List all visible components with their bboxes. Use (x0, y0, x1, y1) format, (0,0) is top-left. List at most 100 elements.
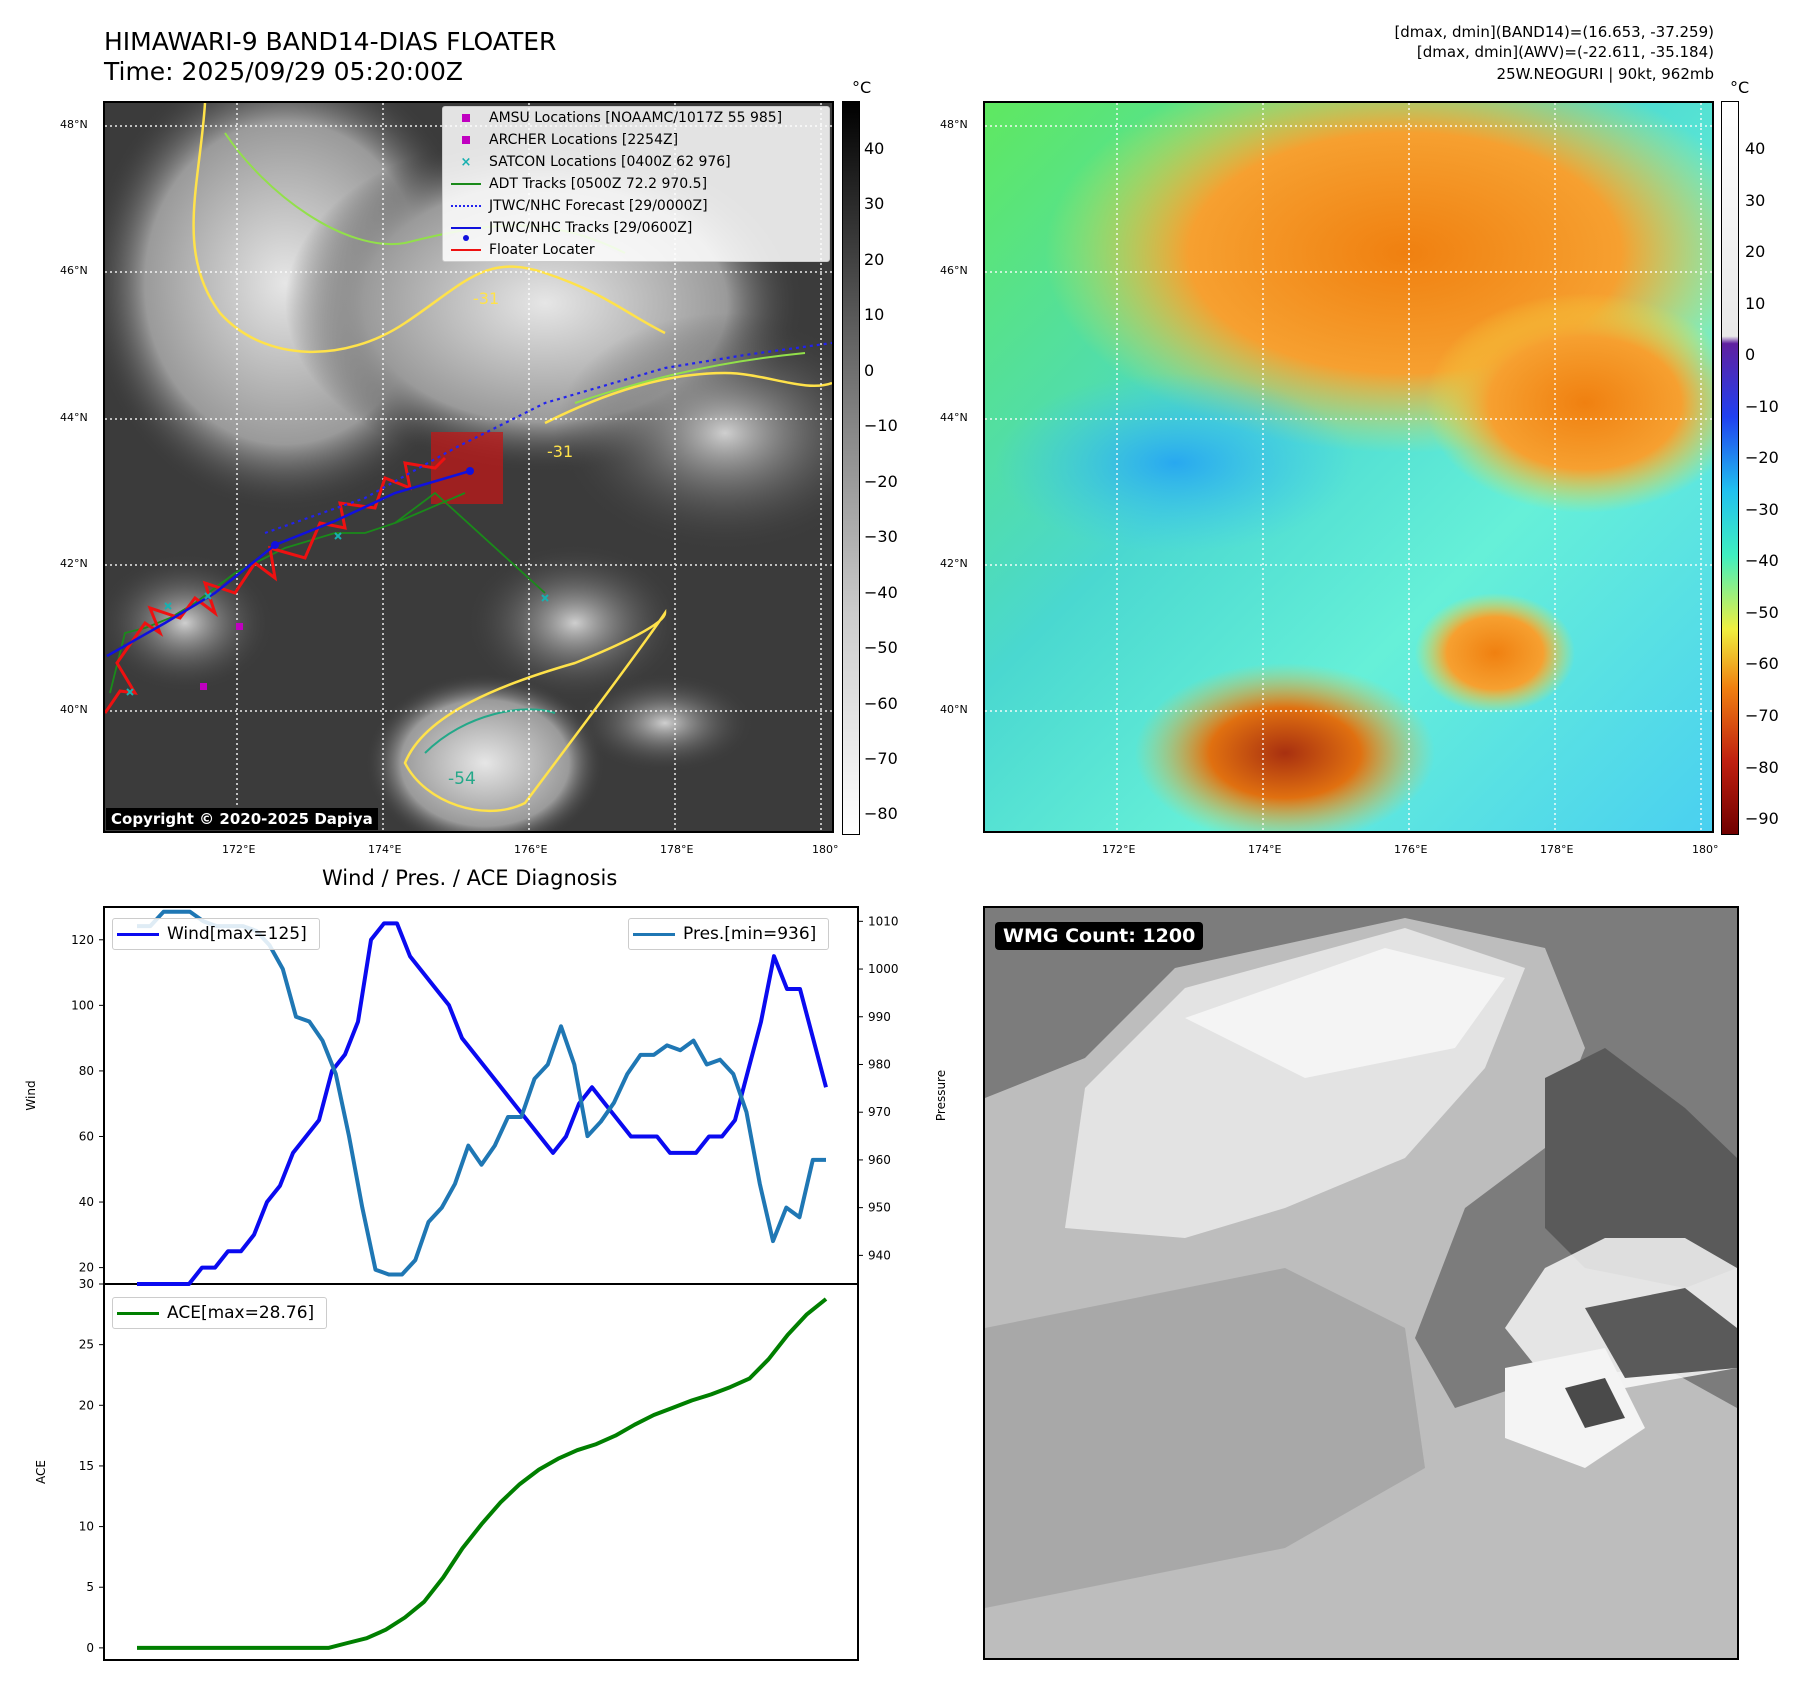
ace-tick-label: 20 (79, 1398, 94, 1412)
info-line-1: [dmax, dmin](BAND14)=(16.653, -37.259) (1394, 23, 1714, 41)
timestamp-title: Time: 2025/09/29 05:20:00Z (104, 57, 463, 86)
ace-tick-label: 25 (79, 1338, 94, 1352)
legend-item-floater: Floater Locater (443, 239, 829, 261)
lon-label: 174°E (1248, 843, 1282, 856)
colorbar-tick: −90 (1745, 809, 1779, 829)
contour-label: -54 (448, 769, 476, 789)
colorbar-tick: 40 (864, 139, 885, 158)
colorbar-tick: −70 (1745, 706, 1779, 726)
lon-label: 176°E (514, 843, 548, 856)
colorbar-tick: 30 (1745, 190, 1766, 210)
colorbar-tick: −40 (1745, 551, 1779, 571)
colorbar-tick: 30 (864, 194, 885, 214)
wmg-panel: WMG Count: 1200 (983, 906, 1739, 1660)
colorbar-tick: −60 (864, 693, 898, 713)
lat-label: 48°N (60, 118, 88, 131)
wind-axis-label: Wind (24, 1080, 38, 1110)
lon-label: 178°E (660, 843, 694, 856)
info-line-2: [dmax, dmin](AWV)=(-22.611, -35.184) (1416, 43, 1714, 61)
pressure-tick-label: 950 (868, 1201, 891, 1215)
colorbar-unit: °C (1730, 78, 1750, 97)
colorbar-tick: −50 (1745, 602, 1779, 622)
pressure-tick-label: 940 (868, 1248, 891, 1262)
colorbar-tick: 10 (1745, 293, 1766, 313)
legend-item-adt: ADT Tracks [0500Z 72.2 970.5] (443, 173, 829, 195)
colorbar-tick: −30 (864, 527, 898, 547)
colorbar-tick: 0 (1745, 345, 1756, 365)
wind-tick-label: 120 (71, 933, 94, 947)
lon-label: 180° (1692, 843, 1719, 856)
wind-legend: Wind[max=125] (112, 918, 320, 950)
legend-item-satcon: × SATCON Locations [0400Z 62 976] (460, 154, 731, 170)
ace-tick-label: 10 (79, 1520, 94, 1534)
colorbar-tick: 10 (864, 305, 885, 325)
wind-pressure-axes (103, 906, 859, 1285)
pressure-legend: Pres.[min=936] (628, 918, 830, 950)
lat-label: 46°N (60, 264, 88, 277)
floater-box (431, 432, 503, 504)
colorbar-tick: −10 (864, 416, 898, 436)
lat-label: 42°N (60, 557, 88, 570)
lat-label: 44°N (940, 411, 968, 424)
wmg-count-badge: WMG Count: 1200 (995, 922, 1204, 950)
lon-label: 180° (812, 843, 839, 856)
wind-line (137, 921, 828, 1286)
pressure-axis-label: Pressure (934, 1070, 948, 1121)
colorbar-unit: °C (852, 78, 872, 97)
ace-tick-label: 0 (86, 1641, 94, 1655)
pressure-tick-label: 1010 (868, 914, 899, 928)
legend-item-tracks: JTWC/NHC Tracks [29/0600Z] (443, 217, 829, 241)
ace-tick-label: 5 (86, 1580, 94, 1594)
colorbar-tick: −30 (1745, 499, 1779, 519)
pressure-line (137, 909, 826, 1277)
ace-axes (103, 1283, 859, 1661)
contour-label: -31 (473, 289, 500, 308)
colorbar-tick: −20 (864, 471, 898, 491)
wind-tick-label: 100 (71, 998, 94, 1012)
colorbar-tick: −50 (864, 638, 898, 658)
wind-tick-label: 20 (79, 1261, 94, 1275)
pressure-tick-label: 970 (868, 1105, 891, 1119)
colorbar-tick: −20 (1745, 448, 1779, 468)
page-title: HIMAWARI-9 BAND14-DIAS FLOATER (104, 27, 557, 56)
lat-label: 42°N (940, 557, 968, 570)
colorbar-tick: −70 (864, 749, 898, 768)
wind-tick-label: 40 (79, 1195, 94, 1209)
ace-legend: ACE[max=28.76] (112, 1297, 328, 1329)
lon-label: 172°E (222, 843, 256, 856)
colorbar-tick: 20 (864, 249, 885, 269)
pressure-tick-label: 980 (868, 1057, 891, 1071)
colorbar-tick: −40 (864, 582, 898, 602)
colorbar-tick: −10 (1745, 396, 1779, 416)
colorbar-tick: 40 (1745, 139, 1766, 158)
lat-label: 48°N (940, 118, 968, 131)
lat-label: 40°N (60, 703, 88, 716)
info-line-3: 25W.NEOGURI | 90kt, 962mb (1496, 65, 1714, 83)
ace-tick-label: 30 (79, 1277, 94, 1291)
copyright-badge: Copyright © 2020-2025 Dapiya (106, 808, 378, 830)
lon-label: 174°E (368, 843, 402, 856)
ace-tick-label: 15 (79, 1459, 94, 1473)
wind-tick-label: 60 (79, 1129, 94, 1143)
colorbar-tick: 20 (1745, 242, 1766, 262)
contour-label: -31 (547, 442, 574, 461)
pressure-tick-label: 960 (868, 1153, 891, 1167)
lon-label: 178°E (1540, 843, 1574, 856)
pressure-tick-label: 1000 (868, 962, 899, 976)
wv-colorbar (1721, 101, 1739, 835)
wmg-image (985, 908, 1737, 1658)
legend-item-amsu: AMSU Locations [NOAAMC/1017Z 55 985] (443, 107, 829, 129)
colorbar-tick: −60 (1745, 654, 1779, 674)
wind-pressure-chart: 2040608010012094095096097098099010001010… (24, 906, 948, 1661)
wv-satellite-panel (983, 101, 1714, 833)
colorbar-tick: −80 (1745, 757, 1779, 777)
ir-colorbar (842, 101, 860, 835)
colorbar-tick: −80 (864, 804, 898, 824)
colorbar-tick: 0 (864, 360, 875, 380)
ir-legend: AMSU Locations [NOAAMC/1017Z 55 985] ARC… (442, 106, 830, 262)
wv-satellite-image (985, 103, 1712, 831)
legend-item-forecast: JTWC/NHC Forecast [29/0000Z] (443, 195, 829, 217)
lon-label: 172°E (1102, 843, 1136, 856)
pressure-tick-label: 990 (868, 1010, 891, 1024)
lat-label: 40°N (940, 703, 968, 716)
